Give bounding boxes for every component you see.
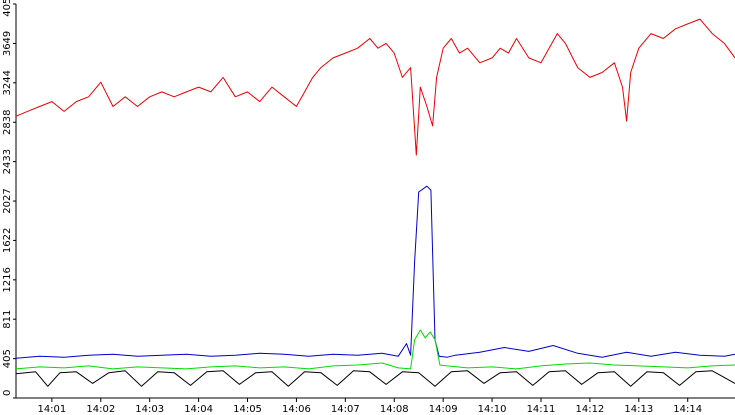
y-tick-label: 4055	[2, 0, 13, 17]
x-tick-label: 14:13	[624, 404, 653, 415]
y-tick-label: 0	[2, 390, 13, 396]
series-line-2	[15, 185, 735, 359]
y-tick-label: 1216	[2, 267, 13, 292]
x-tick-label: 14:01	[37, 404, 66, 415]
x-tick-label: 14:04	[184, 404, 213, 415]
x-tick-label: 14:02	[86, 404, 115, 415]
y-tick-label: 1622	[2, 228, 13, 253]
x-tick-label: 14:08	[380, 404, 409, 415]
y-tick-label: 2433	[2, 149, 13, 174]
y-tick-label: 2027	[2, 188, 13, 213]
y-tick-label: 2838	[2, 110, 13, 135]
x-tick-label: 14:06	[282, 404, 311, 415]
y-tick-label: 811	[2, 310, 13, 329]
x-tick-label: 14:14	[673, 404, 702, 415]
x-tick-label: 14:09	[429, 404, 458, 415]
y-tick-label: 405	[2, 349, 13, 368]
x-tick-label: 14:05	[233, 404, 262, 415]
x-tick-label: 14:12	[575, 404, 604, 415]
series-line-1	[15, 18, 735, 156]
y-tick-label: 3244	[2, 70, 13, 95]
x-tick-label: 14:11	[527, 404, 556, 415]
series-line-4	[15, 370, 735, 387]
x-tick-label: 14:07	[331, 404, 360, 415]
x-tick-label: 14:03	[135, 404, 164, 415]
y-tick-label: 3649	[2, 31, 13, 56]
x-tick-label: 14:10	[478, 404, 507, 415]
series-line-3	[15, 329, 735, 370]
